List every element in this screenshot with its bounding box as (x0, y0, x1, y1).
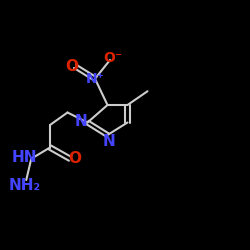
Text: HN: HN (12, 150, 37, 165)
Text: O: O (68, 151, 81, 166)
Text: N⁺: N⁺ (86, 72, 104, 86)
Text: NH₂: NH₂ (8, 178, 40, 192)
Text: N: N (75, 114, 88, 129)
Text: O⁻: O⁻ (103, 50, 122, 64)
Text: O: O (65, 59, 78, 74)
Text: N: N (102, 134, 115, 149)
